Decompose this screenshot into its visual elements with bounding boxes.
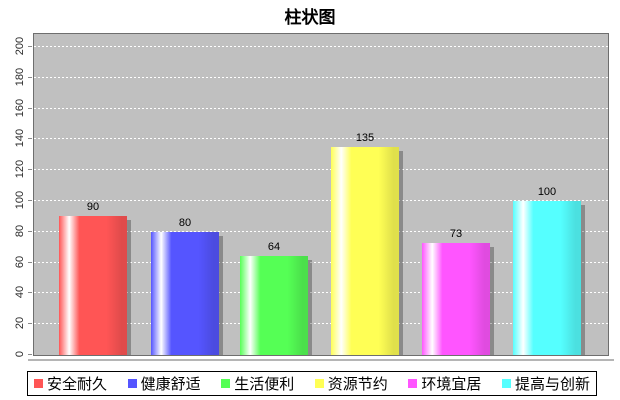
gridline-200 — [34, 46, 608, 47]
bar-2 — [240, 256, 308, 355]
gridline-80 — [34, 231, 608, 232]
legend-item-4: 环境宜居 — [408, 373, 481, 394]
legend-swatch-icon-2 — [221, 379, 231, 388]
gridline-60 — [34, 262, 608, 263]
gridline-160 — [34, 108, 608, 109]
gridline-140 — [34, 138, 608, 139]
y-tick-label-200: 200 — [14, 36, 26, 56]
bar-1 — [151, 232, 219, 355]
legend-swatch-icon-5 — [501, 379, 511, 388]
x-axis-line — [28, 359, 614, 361]
legend-label-3: 资源节约 — [327, 376, 388, 393]
gridline-40 — [34, 292, 608, 293]
legend-swatch-icon-0 — [34, 379, 43, 388]
legend-item-2: 生活便利 — [221, 373, 294, 394]
y-tick-mark-140 — [28, 138, 32, 139]
y-tick-mark-160 — [28, 108, 32, 109]
bar-0 — [59, 216, 127, 355]
bar-value-label-2: 64 — [267, 241, 281, 253]
legend-item-5: 提高与创新 — [501, 373, 590, 394]
bar-3 — [331, 147, 399, 355]
legend-swatch-icon-4 — [408, 379, 418, 388]
legend: 安全耐久 健康舒适 生活便利 资源节约 环境宜居 提高与创新 — [27, 371, 597, 396]
bar-value-label-4: 73 — [449, 228, 463, 240]
gridline-20 — [34, 323, 608, 324]
legend-swatch-icon-3 — [314, 379, 324, 388]
legend-item-3: 资源节约 — [314, 373, 388, 394]
bar-value-label-0: 90 — [86, 201, 100, 213]
gridline-120 — [34, 169, 608, 170]
y-tick-mark-180 — [28, 77, 32, 78]
legend-label-2: 生活便利 — [234, 376, 295, 393]
legend-label-4: 环境宜居 — [421, 376, 482, 393]
legend-item-1: 健康舒适 — [127, 373, 201, 394]
y-tick-mark-20 — [28, 323, 32, 324]
y-tick-mark-0 — [28, 354, 32, 355]
y-tick-mark-200 — [28, 46, 32, 47]
legend-swatch-icon-1 — [127, 379, 137, 388]
bar-value-label-3: 135 — [355, 132, 375, 144]
legend-label-5: 提高与创新 — [514, 376, 590, 393]
y-tick-mark-80 — [28, 231, 32, 232]
y-tick-mark-120 — [28, 169, 32, 170]
legend-item-0: 安全耐久 — [34, 373, 107, 394]
gridline-180 — [34, 77, 608, 78]
plot-area: 90 80 64 135 73 100 — [33, 33, 609, 356]
y-tick-mark-100 — [28, 200, 32, 201]
bar-4 — [422, 243, 490, 355]
chart-title: 柱状图 — [284, 8, 336, 27]
gridline-100 — [34, 200, 608, 201]
legend-label-1: 健康舒适 — [140, 376, 201, 393]
y-tick-mark-40 — [28, 292, 32, 293]
y-tick-mark-60 — [28, 262, 32, 263]
bar-value-label-5: 100 — [537, 186, 557, 198]
legend-label-0: 安全耐久 — [47, 376, 108, 393]
bar-value-label-1: 80 — [178, 217, 192, 229]
bar-5 — [513, 201, 581, 355]
